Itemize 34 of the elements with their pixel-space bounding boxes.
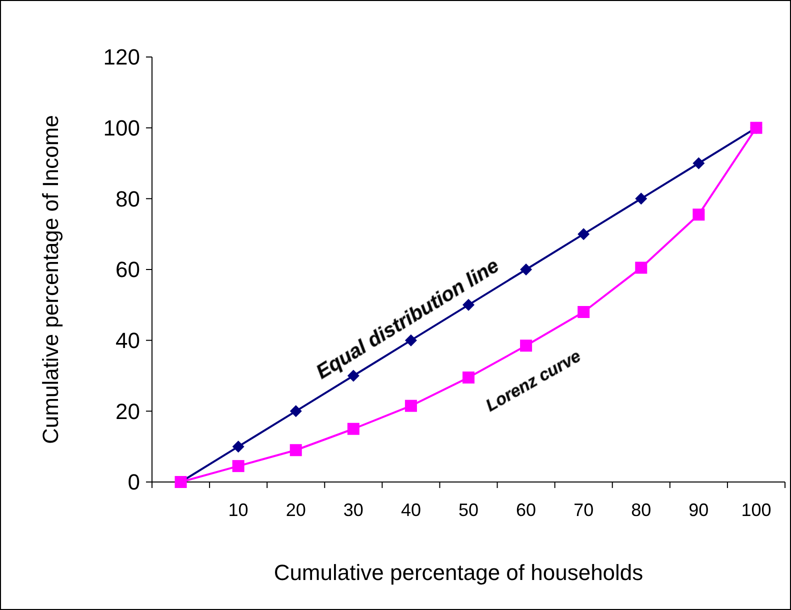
x-tick-label: 50 (458, 500, 479, 520)
y-axis-title: Cumulative percentage of Income (38, 115, 63, 444)
point (232, 440, 244, 453)
x-tick-label: 40 (400, 500, 421, 520)
y-tick-label: 120 (103, 44, 140, 70)
y-tick-label: 40 (116, 328, 140, 354)
point (347, 422, 360, 435)
point (520, 264, 532, 276)
point (692, 208, 705, 221)
x-tick-label: 70 (574, 500, 594, 520)
point (232, 460, 244, 472)
y-tick-label: 0 (128, 470, 140, 495)
y-tick-label: 100 (103, 116, 140, 141)
point (462, 372, 474, 384)
x-axis-title: Cumulative percentage of households (274, 560, 644, 585)
point (635, 262, 648, 274)
point (290, 405, 302, 418)
y-tick-label: 20 (116, 398, 140, 424)
point (404, 400, 417, 412)
x-tick-label: 60 (516, 500, 536, 520)
point (692, 157, 705, 170)
point (290, 444, 302, 456)
y-tick-label: 80 (116, 186, 140, 212)
point (520, 340, 532, 352)
y-tick-label: 60 (116, 257, 140, 282)
point (635, 192, 648, 205)
point (578, 228, 590, 240)
x-tick-label: 10 (228, 500, 248, 520)
x-tick-label: 90 (688, 500, 709, 520)
x-tick-label: 80 (631, 500, 652, 520)
x-tick-label: 100 (741, 500, 772, 520)
x-tick-label: 30 (343, 500, 364, 520)
point (578, 306, 590, 318)
x-tick-label: 20 (286, 500, 306, 520)
